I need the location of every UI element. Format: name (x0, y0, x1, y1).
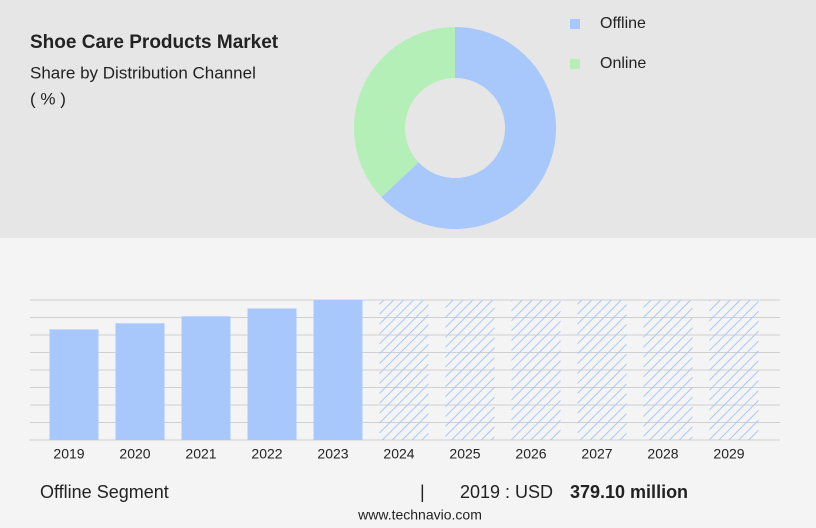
x-tick-label: 2019 (53, 446, 84, 462)
donut-slice (381, 27, 556, 229)
legend-label: Online (600, 55, 646, 72)
forecast-bar (643, 300, 693, 440)
x-tick-label: 2021 (185, 446, 216, 462)
x-tick-label: 2025 (449, 446, 480, 462)
bar (313, 300, 363, 440)
value-text: 379.10 million (570, 482, 688, 502)
unit: ( % ) (30, 89, 66, 108)
donut-slice (354, 27, 455, 198)
x-tick-label: 2020 (119, 446, 150, 462)
forecast-bar (511, 300, 561, 440)
source: www.technavio.com (357, 507, 482, 523)
bar (181, 316, 231, 440)
legend-label: Offline (600, 15, 646, 32)
legend-swatch (570, 59, 580, 69)
legend-swatch (570, 19, 580, 29)
year-text: 2019 : USD (460, 482, 553, 502)
forecast-bar (709, 300, 759, 440)
segment-label: Offline Segment (40, 482, 169, 502)
bar (247, 308, 297, 440)
x-tick-label: 2026 (515, 446, 546, 462)
chart-subtitle: Share by Distribution Channel (30, 63, 256, 82)
x-tick-label: 2027 (581, 446, 612, 462)
bar (115, 323, 165, 440)
x-tick-label: 2023 (317, 446, 348, 462)
forecast-bar (445, 300, 495, 440)
x-tick-label: 2022 (251, 446, 282, 462)
chart-title: Shoe Care Products Market (30, 32, 279, 53)
forecast-bar (379, 300, 429, 440)
x-tick-label: 2028 (647, 446, 678, 462)
separator: | (420, 482, 425, 502)
x-tick-label: 2024 (383, 446, 414, 462)
x-tick-label: 2029 (713, 446, 744, 462)
forecast-bar (577, 300, 627, 440)
bar (49, 329, 99, 440)
